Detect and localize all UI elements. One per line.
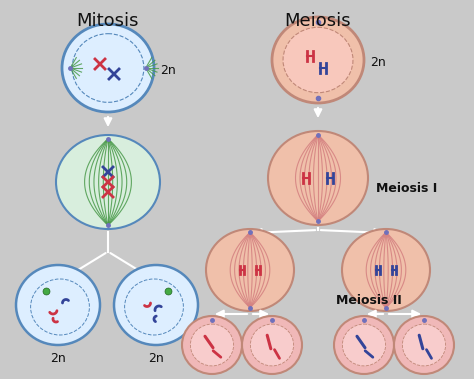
- Text: 2n: 2n: [148, 352, 164, 365]
- Ellipse shape: [206, 229, 294, 311]
- Text: Meiosis I: Meiosis I: [376, 182, 437, 194]
- Ellipse shape: [56, 135, 160, 229]
- Ellipse shape: [268, 131, 368, 225]
- Ellipse shape: [191, 324, 234, 366]
- Ellipse shape: [250, 324, 293, 366]
- Ellipse shape: [16, 265, 100, 345]
- Text: Meiosis: Meiosis: [285, 12, 351, 30]
- Text: Mitosis: Mitosis: [77, 12, 139, 30]
- Ellipse shape: [342, 324, 386, 366]
- Ellipse shape: [182, 316, 242, 374]
- Ellipse shape: [342, 229, 430, 311]
- Ellipse shape: [394, 316, 454, 374]
- Ellipse shape: [242, 316, 302, 374]
- Text: 2n: 2n: [160, 64, 176, 77]
- Ellipse shape: [334, 316, 394, 374]
- Text: 2n: 2n: [50, 352, 66, 365]
- Ellipse shape: [272, 17, 364, 103]
- Ellipse shape: [114, 265, 198, 345]
- Text: Meiosis II: Meiosis II: [336, 293, 402, 307]
- Text: 2n: 2n: [370, 55, 386, 69]
- Ellipse shape: [402, 324, 446, 366]
- Ellipse shape: [283, 27, 353, 93]
- Ellipse shape: [62, 24, 154, 112]
